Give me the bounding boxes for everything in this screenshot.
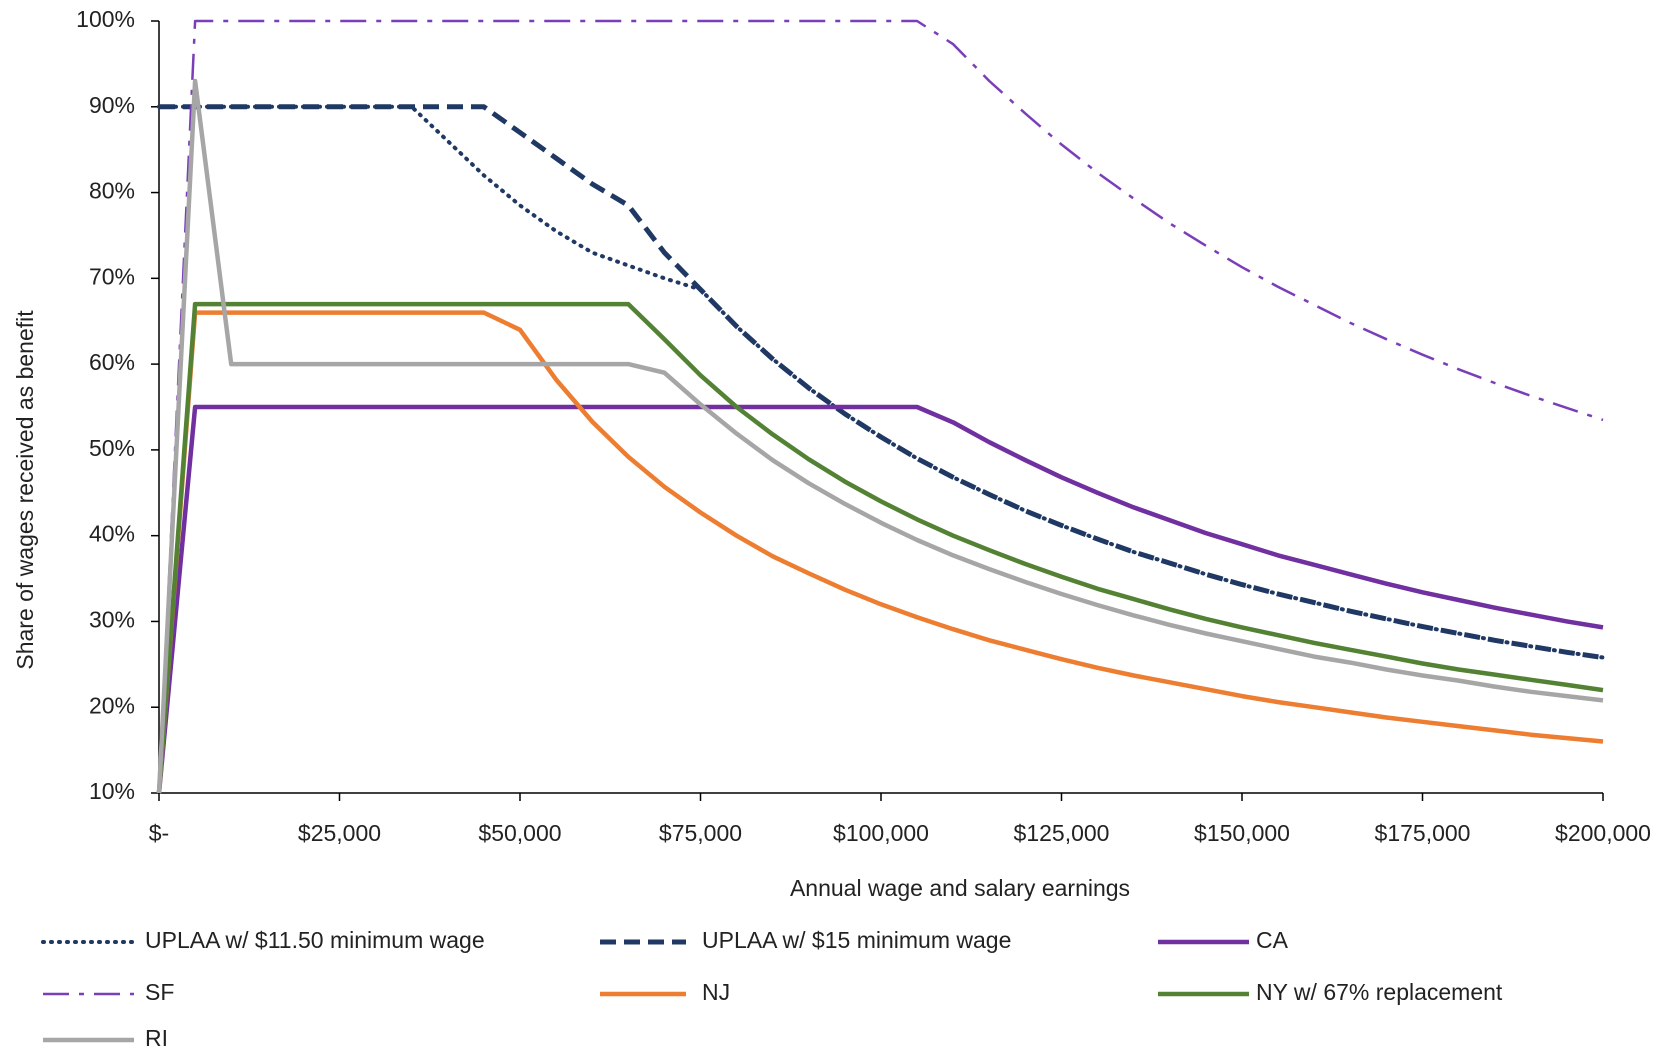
x-tick-label: $50,000 (478, 820, 561, 846)
y-tick-label: 20% (89, 692, 135, 718)
series-line (157, 19, 1604, 794)
x-tick-label: $175,000 (1375, 820, 1471, 846)
y-tick-label: 60% (89, 349, 135, 375)
series-line (156, 310, 1604, 794)
y-tick-label: 100% (76, 6, 135, 32)
y-tick-label: 10% (89, 778, 135, 804)
legend-label: CA (1256, 927, 1289, 953)
x-tick-label: $125,000 (1014, 820, 1110, 846)
y-tick-label: 40% (89, 521, 135, 547)
series-line (156, 301, 1604, 794)
series-line (157, 104, 1605, 660)
y-tick-label: 80% (89, 178, 135, 204)
x-tick-label: $75,000 (659, 820, 742, 846)
legend-label: NJ (702, 979, 730, 1005)
x-tick-label: $100,000 (833, 820, 929, 846)
series-line (156, 404, 1604, 794)
legend-label: UPLAA w/ $15 minimum wage (702, 927, 1011, 953)
y-tick-label: 50% (89, 435, 135, 461)
series-line (156, 78, 1604, 794)
x-tick-label: $25,000 (298, 820, 381, 846)
legend-label: RI (145, 1025, 168, 1051)
legend-label: SF (145, 979, 174, 1005)
x-tick-label: $150,000 (1194, 820, 1290, 846)
legend-label: UPLAA w/ $11.50 minimum wage (145, 927, 485, 953)
x-tick-label: $- (149, 820, 169, 846)
legend-label: NY w/ 67% replacement (1256, 979, 1503, 1005)
y-axis-label: Share of wages received as benefit (12, 310, 38, 670)
y-tick-label: 90% (89, 92, 135, 118)
series-line (159, 104, 1604, 660)
x-tick-label: $200,000 (1555, 820, 1651, 846)
x-axis-label: Annual wage and salary earnings (790, 875, 1130, 901)
y-tick-label: 30% (89, 607, 135, 633)
y-tick-label: 70% (89, 263, 135, 289)
